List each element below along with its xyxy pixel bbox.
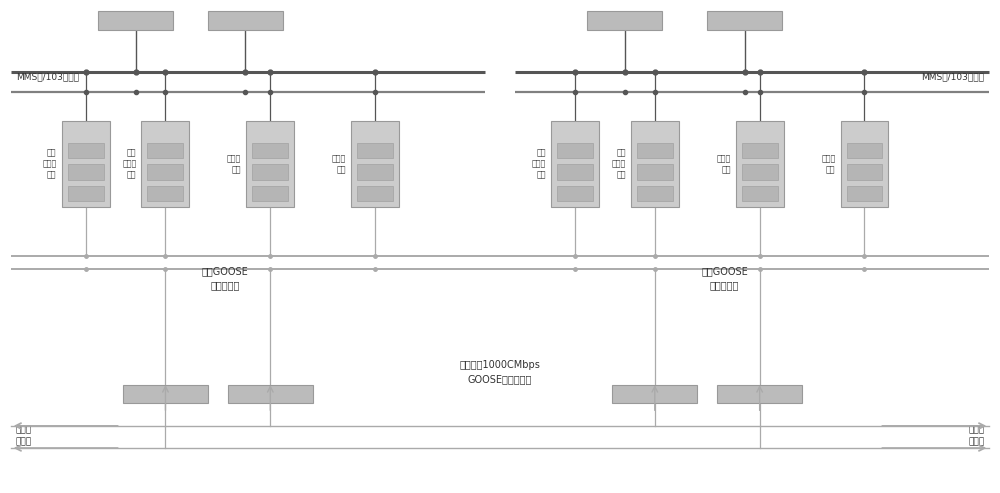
- Text: 动力变
保护: 动力变 保护: [821, 154, 836, 174]
- Bar: [736, 121, 784, 207]
- Bar: [847, 164, 882, 179]
- Bar: [637, 142, 673, 158]
- Text: 环网
出线柜
保护: 环网 出线柜 保护: [612, 148, 626, 180]
- Bar: [123, 385, 208, 403]
- Text: 站间级联1000CMbps
GOOSE光纤以太网: 站间级联1000CMbps GOOSE光纤以太网: [460, 360, 540, 384]
- Bar: [62, 121, 110, 207]
- Bar: [612, 385, 697, 403]
- Bar: [587, 11, 662, 30]
- Bar: [228, 385, 313, 403]
- Text: 至左侧
变电站: 至左侧 变电站: [16, 425, 32, 446]
- Bar: [246, 121, 294, 207]
- Bar: [847, 186, 882, 201]
- Text: 环网
进线柜
保护: 环网 进线柜 保护: [532, 148, 546, 180]
- Bar: [707, 11, 782, 30]
- Text: MMS网/103以太网: MMS网/103以太网: [16, 72, 79, 81]
- Bar: [557, 186, 593, 201]
- Bar: [147, 164, 183, 179]
- Bar: [98, 11, 173, 30]
- Bar: [742, 142, 778, 158]
- Bar: [68, 186, 104, 201]
- Bar: [717, 385, 802, 403]
- Bar: [252, 186, 288, 201]
- Text: 站内GOOSE
光纤以太网: 站内GOOSE 光纤以太网: [701, 266, 748, 290]
- Bar: [742, 164, 778, 179]
- Bar: [357, 164, 393, 179]
- Bar: [557, 164, 593, 179]
- Text: 站内GOOSE
光纤以太网: 站内GOOSE 光纤以太网: [202, 266, 249, 290]
- Text: 动力变
保护: 动力变 保护: [332, 154, 346, 174]
- Bar: [357, 142, 393, 158]
- Bar: [847, 142, 882, 158]
- Text: 整流变
保护: 整流变 保护: [716, 154, 731, 174]
- Bar: [252, 164, 288, 179]
- Bar: [551, 121, 599, 207]
- Text: 整流变
保护: 整流变 保护: [227, 154, 241, 174]
- Bar: [351, 121, 399, 207]
- Bar: [841, 121, 888, 207]
- Bar: [742, 186, 778, 201]
- Bar: [141, 121, 189, 207]
- Text: 环网
出线柜
保护: 环网 出线柜 保护: [122, 148, 137, 180]
- Bar: [557, 142, 593, 158]
- Text: 至右侧
变电站: 至右侧 变电站: [968, 425, 984, 446]
- Bar: [637, 186, 673, 201]
- Bar: [68, 164, 104, 179]
- Bar: [252, 142, 288, 158]
- Bar: [147, 186, 183, 201]
- Text: 环网
进线柜
保护: 环网 进线柜 保护: [42, 148, 57, 180]
- Bar: [68, 142, 104, 158]
- Bar: [631, 121, 679, 207]
- Text: MMS网/103以太网: MMS网/103以太网: [921, 72, 984, 81]
- Bar: [147, 142, 183, 158]
- Bar: [637, 164, 673, 179]
- Bar: [357, 186, 393, 201]
- Bar: [208, 11, 283, 30]
